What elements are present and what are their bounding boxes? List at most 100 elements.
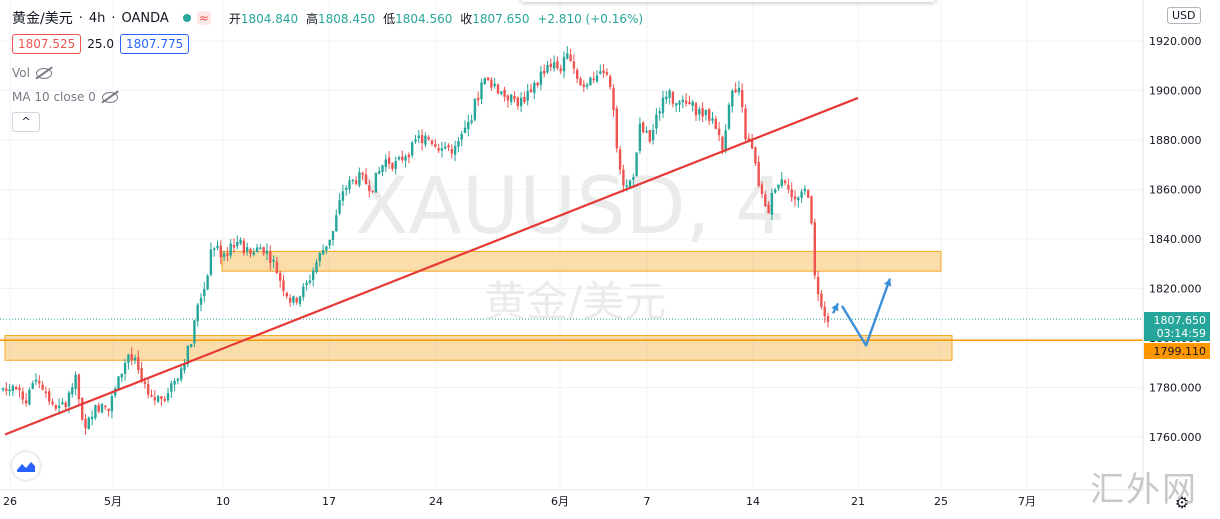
tradingview-logo-button[interactable] bbox=[12, 452, 40, 480]
candle-body bbox=[203, 288, 206, 297]
candle-body bbox=[777, 184, 780, 189]
candle-body bbox=[378, 171, 381, 174]
candle-body bbox=[226, 253, 229, 256]
candle-body bbox=[44, 391, 48, 394]
high-value: 1808.450 bbox=[318, 11, 376, 26]
candle-body bbox=[407, 154, 411, 158]
candle-body bbox=[143, 381, 147, 384]
toolbar-popup-edge bbox=[520, 0, 936, 2]
candle-body bbox=[430, 140, 434, 145]
candle-body bbox=[450, 148, 453, 154]
collapse-legend-button[interactable]: ^ bbox=[12, 112, 40, 132]
symbol-watermark-main: XAUUSD, 4 bbox=[355, 162, 785, 252]
candle-body bbox=[236, 241, 239, 247]
price-tick-label: 1900.000 bbox=[1149, 85, 1202, 98]
candle-body bbox=[599, 71, 602, 74]
candle-body bbox=[724, 130, 727, 152]
candle-body bbox=[569, 54, 572, 62]
candle-body bbox=[737, 88, 741, 93]
candle-body bbox=[774, 189, 777, 193]
candle-body bbox=[618, 149, 622, 170]
candle-body bbox=[100, 403, 104, 413]
candle-body bbox=[239, 239, 242, 244]
candle-body bbox=[351, 179, 354, 182]
candle-body bbox=[605, 72, 609, 75]
candle-body bbox=[625, 185, 628, 187]
forecast-arrow-head bbox=[884, 278, 892, 287]
candle-body bbox=[645, 130, 648, 133]
candle-body bbox=[510, 94, 513, 102]
indicator-ma[interactable]: MA 10 close 0 bbox=[12, 90, 118, 104]
candle-body bbox=[321, 250, 325, 255]
candle-body bbox=[209, 249, 213, 275]
candle-body bbox=[628, 180, 632, 188]
candle-body bbox=[401, 156, 404, 161]
candle-body bbox=[371, 190, 374, 192]
candle-body bbox=[130, 354, 133, 361]
low-value: 1804.560 bbox=[395, 11, 453, 26]
candle-body bbox=[437, 148, 440, 151]
candle-body bbox=[529, 89, 533, 93]
price-tick-label: 1860.000 bbox=[1149, 184, 1202, 197]
forecast-arrows[interactable] bbox=[831, 278, 892, 347]
candle-body bbox=[698, 109, 701, 115]
candle-body bbox=[582, 84, 585, 87]
time-tick-label: 21 bbox=[851, 495, 865, 508]
candle-body bbox=[104, 405, 107, 408]
forecast-arrow-path bbox=[840, 278, 892, 347]
time-tick-label: 24 bbox=[429, 495, 443, 508]
candle-body bbox=[397, 157, 401, 160]
candle-body bbox=[51, 401, 54, 405]
candle-body bbox=[288, 297, 292, 303]
symbol-name[interactable]: 黄金/美元 bbox=[12, 11, 73, 27]
candle-body bbox=[213, 248, 216, 251]
candle-body bbox=[166, 393, 170, 401]
trendline[interactable] bbox=[4, 96, 859, 436]
candle-body bbox=[711, 118, 714, 121]
eye-hidden-icon[interactable] bbox=[101, 91, 118, 103]
time-tick-label: 5月 bbox=[104, 495, 122, 508]
eye-hidden-icon[interactable] bbox=[35, 67, 52, 79]
candle-body bbox=[279, 272, 282, 281]
candle-body bbox=[242, 240, 246, 254]
dot-separator: · bbox=[111, 10, 116, 26]
price-tick-label: 1820.000 bbox=[1149, 283, 1202, 296]
candle-body bbox=[750, 139, 754, 149]
candle-body bbox=[783, 180, 787, 184]
currency-button[interactable]: USD bbox=[1167, 7, 1201, 24]
last-price-badge bbox=[1144, 312, 1210, 341]
candle-body bbox=[747, 137, 750, 141]
candle-body bbox=[477, 97, 480, 101]
candle-body bbox=[77, 374, 81, 400]
price-axis[interactable]: 1920.000 1900.000 1880.000 1860.000 1840.000… bbox=[1142, 0, 1202, 490]
candle-body bbox=[394, 161, 397, 169]
zones[interactable] bbox=[4, 250, 953, 361]
time-axis[interactable]: 26 5月 10 17 24 6月 7 14 21 25 7月 ⚙ bbox=[0, 489, 1189, 512]
ask-button[interactable]: 1807.775 bbox=[119, 34, 190, 54]
candle-body bbox=[757, 162, 760, 186]
candle-body bbox=[358, 172, 361, 186]
candle-body bbox=[559, 68, 562, 72]
interval-label[interactable]: 4h bbox=[88, 10, 106, 26]
candle-body bbox=[523, 96, 526, 103]
candle-body bbox=[513, 95, 516, 100]
candle-body bbox=[364, 174, 368, 185]
candle-body bbox=[810, 196, 813, 224]
settings-gear-icon[interactable]: ⚙ bbox=[1175, 493, 1189, 512]
candle-body bbox=[602, 70, 605, 73]
candle-body bbox=[133, 357, 137, 361]
candle-body bbox=[453, 146, 457, 155]
wave-icon[interactable]: ≈ bbox=[196, 11, 211, 25]
candle-body bbox=[585, 84, 589, 87]
indicator-vol[interactable]: Vol bbox=[12, 66, 52, 80]
symbol-legend[interactable]: 黄金/美元 · 4h · OANDA ≈ 开1804.840 高1808.450… bbox=[12, 8, 647, 28]
candle-body bbox=[361, 173, 364, 175]
price-tick-label: 1840.000 bbox=[1149, 233, 1202, 246]
candle-body bbox=[354, 180, 358, 184]
candle-body bbox=[150, 395, 153, 397]
spread-label: 25.0 bbox=[87, 37, 114, 51]
candle-body bbox=[160, 396, 163, 399]
bid-button[interactable]: 1807.525 bbox=[12, 34, 82, 54]
candle-body bbox=[536, 82, 539, 86]
